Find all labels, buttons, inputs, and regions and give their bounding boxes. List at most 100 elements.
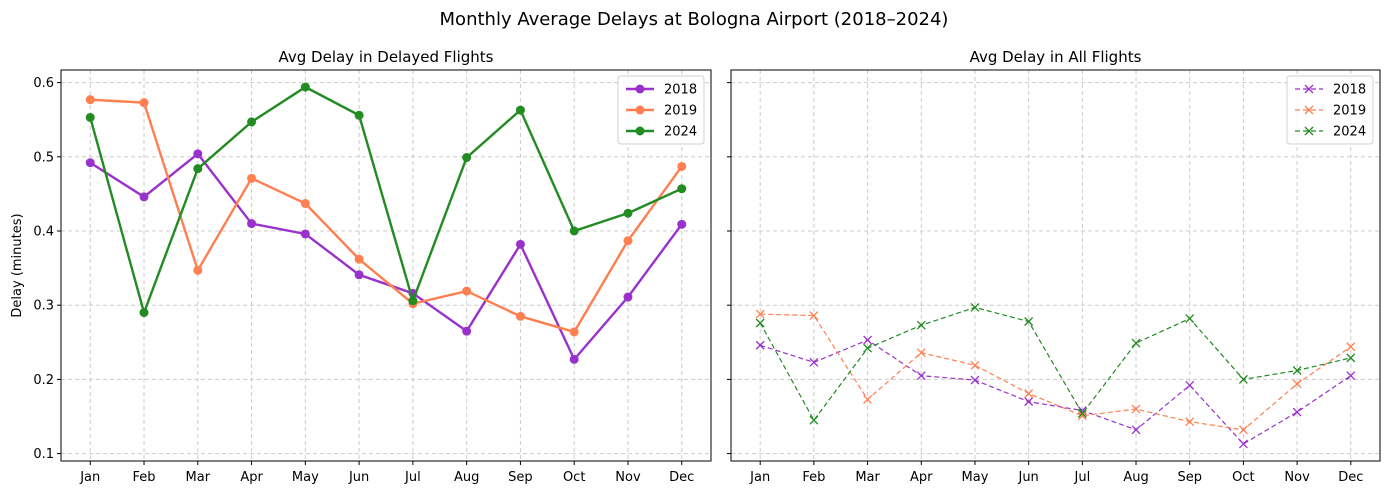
data-point (515, 311, 525, 321)
y-tick-label: 0.2 (33, 373, 54, 388)
y-tick-label: 0.4 (33, 225, 54, 240)
x-tick-label: Jul (404, 470, 421, 485)
x-tick-label: Jun (1017, 470, 1038, 485)
data-point (300, 82, 310, 92)
data-point (1185, 314, 1195, 324)
data-point (1077, 411, 1087, 421)
legend-marker (1304, 105, 1314, 115)
x-tick-label: Jan (749, 470, 770, 485)
legend-marker (635, 105, 645, 115)
data-point (354, 254, 364, 264)
x-tick-label: Jun (348, 470, 369, 485)
data-point (300, 199, 310, 209)
x-tick-label: Sep (508, 470, 533, 485)
series-2018 (85, 149, 687, 364)
data-point (1024, 389, 1034, 398)
data-point (1238, 425, 1248, 435)
data-point (623, 208, 633, 218)
data-point (809, 357, 819, 367)
data-point (462, 326, 472, 336)
series-line (760, 339, 1352, 445)
legend-label: 2024 (1333, 125, 1366, 140)
data-point (809, 311, 819, 321)
legend-box (1286, 75, 1374, 145)
data-point (863, 343, 873, 353)
data-point (1131, 404, 1141, 414)
data-point (677, 161, 687, 171)
data-point (85, 112, 95, 122)
series-2018 (755, 335, 1356, 449)
data-point (569, 226, 579, 236)
data-point (247, 219, 257, 229)
legend-label: 2018 (1333, 83, 1366, 98)
x-tick-label: Jul (1074, 470, 1091, 485)
data-point (193, 164, 203, 174)
y-axis-label: Delay (minutes) (10, 213, 25, 317)
data-point (193, 265, 203, 275)
legend-label: 2024 (664, 125, 697, 140)
data-point (247, 117, 257, 127)
data-point (1238, 374, 1248, 384)
figure-title: Monthly Average Delays at Bologna Airpor… (440, 9, 949, 30)
data-point (1292, 407, 1302, 417)
data-point (1346, 353, 1356, 363)
data-point (970, 375, 980, 385)
data-point (139, 192, 149, 202)
data-point (1346, 371, 1356, 381)
axes-frame (60, 69, 712, 462)
data-point (85, 158, 95, 168)
series-line (760, 313, 1352, 431)
data-point (863, 394, 873, 404)
series-line (759, 306, 1351, 422)
data-point (1024, 317, 1034, 326)
data-point (1131, 338, 1141, 348)
data-point (755, 318, 765, 328)
legend-marker (1304, 84, 1314, 94)
legend-marker (635, 84, 645, 94)
x-tick-label: Nov (615, 470, 641, 485)
data-point (354, 110, 364, 120)
x-tick-label: May (292, 470, 319, 485)
legend: 2018 2019 2024 (617, 75, 705, 145)
x-tick-label: Apr (240, 470, 263, 485)
x-tick-label: May (962, 470, 989, 485)
panel-delayed-flights: Jan Feb Mar Apr May Jun Jul Aug Sep Oct Nov Dec 0.1 0… (10, 48, 712, 485)
data-point (515, 105, 525, 115)
data-point (916, 348, 926, 358)
x-tick-label: Mar (186, 470, 211, 485)
series-line (89, 152, 683, 362)
grid (731, 70, 1380, 461)
data-point (1024, 397, 1034, 407)
legend-label: 2019 (1333, 104, 1366, 119)
panel-all-flights: Jan Feb Mar Apr May Jun Jul Aug Sep Oct Nov Dec Avg … (727, 48, 1381, 485)
x-tick-label: Sep (1177, 470, 1202, 485)
y-tick-label: 0.5 (33, 150, 54, 165)
series-2024 (85, 82, 687, 318)
data-point (970, 360, 980, 370)
data-point (1185, 380, 1195, 390)
data-point (677, 219, 687, 229)
data-point (569, 354, 579, 364)
data-point (139, 308, 149, 318)
data-point (1292, 379, 1302, 389)
legend-label: 2018 (664, 83, 697, 98)
data-point (1077, 409, 1087, 418)
data-point (623, 236, 633, 246)
x-tick-label: Feb (133, 470, 156, 485)
x-tick-label: Oct (1232, 470, 1254, 485)
x-tick-label: Dec (1338, 470, 1363, 485)
data-point (247, 173, 257, 183)
data-point (1131, 425, 1141, 435)
data-point (916, 371, 926, 381)
axes-title: Avg Delay in Delayed Flights (279, 48, 494, 66)
data-point (462, 153, 472, 163)
data-point (300, 229, 310, 239)
x-tick-label: Feb (802, 470, 825, 485)
data-point (354, 270, 364, 280)
series-2019 (755, 309, 1356, 435)
data-point (1346, 342, 1356, 352)
data-point (755, 340, 765, 350)
data-point (863, 335, 873, 345)
data-point (809, 415, 819, 425)
